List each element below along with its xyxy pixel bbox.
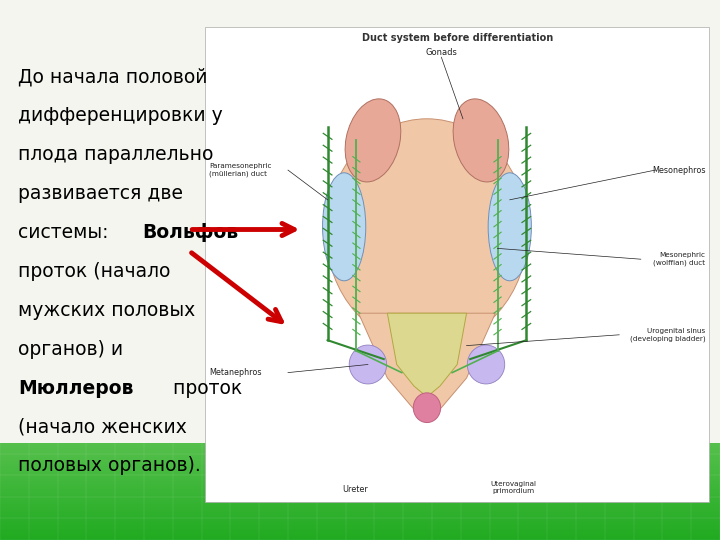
Text: (начало женских: (начало женских xyxy=(18,417,187,436)
Ellipse shape xyxy=(453,99,509,182)
Text: Metanephros: Metanephros xyxy=(209,368,261,377)
Text: дифференцировки у: дифференцировки у xyxy=(18,106,222,125)
Text: проток: проток xyxy=(167,379,243,397)
Text: Gonads: Gonads xyxy=(426,48,457,57)
Text: До начала половой: До начала половой xyxy=(18,68,207,86)
Bar xyxy=(0,0,720,443)
Ellipse shape xyxy=(349,345,387,384)
Ellipse shape xyxy=(323,173,366,281)
Text: системы:: системы: xyxy=(18,223,114,242)
Text: половых органов).: половых органов). xyxy=(18,456,201,475)
Text: Вольфов: Вольфов xyxy=(143,223,239,242)
Text: Mesonephric
(wolffian) duct: Mesonephric (wolffian) duct xyxy=(654,252,706,266)
Text: Duct system before differentiation: Duct system before differentiation xyxy=(361,33,553,44)
Text: Paramesonephric
(müllerian) duct: Paramesonephric (müllerian) duct xyxy=(209,163,271,177)
Text: органов) и: органов) и xyxy=(18,340,123,359)
Polygon shape xyxy=(387,313,467,397)
Text: плода параллельно: плода параллельно xyxy=(18,145,213,164)
Text: Ureter: Ureter xyxy=(342,485,368,494)
Bar xyxy=(205,27,709,502)
Ellipse shape xyxy=(488,173,531,281)
Ellipse shape xyxy=(467,345,505,384)
Ellipse shape xyxy=(345,99,401,182)
Text: Uterovaginal
primordium: Uterovaginal primordium xyxy=(490,481,536,494)
Text: мужских половых: мужских половых xyxy=(18,301,195,320)
Ellipse shape xyxy=(326,119,528,346)
Text: развивается две: развивается две xyxy=(18,184,183,203)
Text: проток (начало: проток (начало xyxy=(18,262,171,281)
Text: Urogenital sinus
(developing bladder): Urogenital sinus (developing bladder) xyxy=(630,328,706,342)
Polygon shape xyxy=(359,313,495,421)
Text: Мюллеров: Мюллеров xyxy=(18,379,133,397)
Text: Mesonephros: Mesonephros xyxy=(652,166,706,174)
Ellipse shape xyxy=(413,393,441,422)
